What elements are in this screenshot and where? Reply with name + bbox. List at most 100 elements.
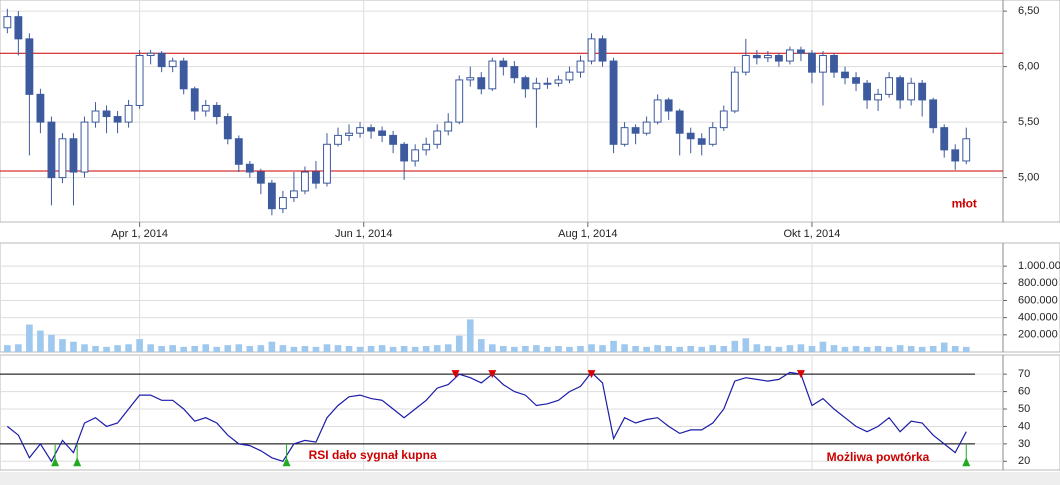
- candle-body: [785, 49, 794, 62]
- volume-bar: [257, 345, 265, 352]
- volume-bar: [566, 346, 573, 352]
- volume-bar: [433, 345, 441, 352]
- volume-bar: [268, 341, 276, 352]
- candle-body: [113, 116, 122, 123]
- volume-bar: [500, 345, 507, 352]
- candle-body: [896, 77, 905, 101]
- volume-bar: [940, 342, 948, 352]
- sell-signal: [451, 370, 460, 379]
- candle-body: [3, 16, 12, 29]
- candle-body: [124, 104, 133, 123]
- y-tick-label: 400.000: [1018, 312, 1058, 324]
- candle-body: [653, 99, 662, 123]
- candle-body: [223, 116, 232, 140]
- candle-body: [80, 121, 89, 173]
- volume-bar: [48, 334, 55, 352]
- volume-bar: [709, 345, 717, 352]
- volume-bar: [147, 344, 154, 352]
- candle-body: [356, 127, 364, 134]
- candle-body: [852, 77, 860, 84]
- volume-bar: [610, 340, 617, 352]
- volume-bar: [180, 346, 188, 352]
- candle-body: [312, 171, 320, 184]
- volume-bar: [92, 345, 99, 352]
- candle-body: [14, 16, 23, 40]
- y-tick-label: 6,00: [1018, 61, 1039, 73]
- volume-bar: [874, 345, 882, 352]
- volume-bar: [577, 345, 584, 352]
- volume-bar: [81, 344, 88, 352]
- x-tick-label: Aug 1, 2014: [558, 228, 617, 240]
- candle-body: [730, 71, 739, 112]
- candle-body: [664, 99, 673, 112]
- volume-bar: [202, 344, 210, 352]
- sell-signal: [587, 370, 596, 379]
- volume-bar: [588, 344, 595, 352]
- volume-bar: [125, 344, 132, 352]
- candle-body: [25, 38, 34, 95]
- volume-bar: [136, 339, 143, 352]
- rsi-line: [6, 371, 967, 463]
- candle-body: [620, 127, 629, 145]
- candle-body: [168, 60, 177, 68]
- candle-body: [554, 79, 563, 84]
- candle-body: [918, 82, 927, 101]
- candle-body: [819, 55, 827, 73]
- buy-signal: [73, 457, 82, 467]
- candle-body: [863, 82, 871, 101]
- volume-bar: [378, 345, 386, 352]
- candle-body: [741, 55, 750, 73]
- candle-body: [686, 132, 695, 140]
- y-tick-label: 20: [1018, 455, 1030, 467]
- volume-bar: [224, 345, 232, 352]
- y-tick-label: 600.000: [1018, 294, 1058, 306]
- candle-body: [774, 55, 783, 62]
- volume-bar: [213, 346, 221, 352]
- candle-body: [488, 60, 497, 90]
- volume-bar: [929, 345, 937, 352]
- volume-bar: [808, 345, 816, 352]
- volume-bar: [742, 338, 750, 352]
- candle-body: [808, 52, 816, 73]
- y-tick-label: 6,50: [1018, 5, 1039, 17]
- candle-body: [642, 121, 651, 134]
- volume-bar: [466, 319, 474, 352]
- candle-body: [797, 49, 805, 54]
- volume-bar: [59, 339, 66, 352]
- volume-bar: [477, 339, 485, 352]
- candle-body: [532, 82, 541, 90]
- candle-body: [278, 197, 287, 210]
- candle-body: [135, 55, 144, 106]
- volume-bar: [544, 346, 551, 352]
- volume-bar: [356, 346, 364, 352]
- volume-bar: [26, 324, 33, 352]
- volume-bar: [764, 345, 772, 352]
- candle-body: [466, 77, 475, 81]
- volume-bar: [786, 345, 794, 352]
- volume-bar: [841, 346, 849, 352]
- candle-body: [179, 60, 188, 90]
- buy-signal: [282, 457, 291, 467]
- volume-bar: [4, 345, 11, 352]
- volume-bar: [290, 346, 298, 352]
- candle-body: [201, 104, 210, 112]
- volume-bar: [191, 345, 199, 352]
- candle-body: [587, 38, 596, 62]
- candle-body: [841, 71, 849, 79]
- volume-bar: [511, 346, 518, 352]
- volume-bar: [555, 345, 562, 352]
- candle-body: [444, 121, 453, 132]
- sell-signal: [796, 370, 805, 379]
- candle-body: [543, 82, 552, 85]
- x-tick-label: Okt 1, 2014: [784, 228, 841, 240]
- annotation: Możliwa powtórka: [827, 450, 930, 464]
- candle-body: [190, 88, 199, 112]
- volume-bar: [301, 345, 309, 352]
- volume-bar: [522, 345, 529, 352]
- volume-bar: [455, 335, 463, 352]
- volume-bar: [444, 344, 452, 352]
- volume-bar: [907, 345, 915, 352]
- candle-body: [378, 130, 387, 136]
- candle-body: [234, 138, 243, 165]
